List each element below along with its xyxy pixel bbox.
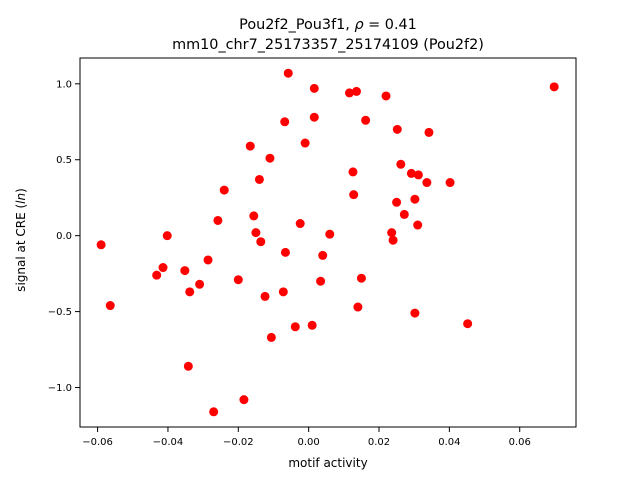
x-tick-label: −0.02 bbox=[223, 437, 254, 448]
data-points bbox=[96, 68, 559, 417]
data-point-24 bbox=[278, 287, 288, 297]
data-point-4 bbox=[158, 263, 168, 273]
data-point-51 bbox=[406, 168, 416, 178]
data-point-14 bbox=[233, 275, 243, 285]
x-axis-ticks: −0.06 −0.04 −0.02 0.00 0.02 0.04 0.06 bbox=[82, 427, 531, 448]
data-point-25 bbox=[280, 117, 290, 127]
data-point-35 bbox=[318, 250, 328, 260]
data-point-58 bbox=[445, 178, 455, 188]
data-point-40 bbox=[351, 86, 361, 96]
y-tick-label: −1.0 bbox=[48, 383, 72, 394]
data-point-47 bbox=[392, 197, 402, 207]
data-point-55 bbox=[413, 170, 423, 180]
data-point-59 bbox=[463, 319, 473, 329]
data-point-10 bbox=[203, 255, 213, 265]
data-point-52 bbox=[410, 194, 420, 204]
data-point-32 bbox=[309, 83, 319, 93]
data-point-45 bbox=[387, 228, 397, 238]
data-point-53 bbox=[410, 308, 420, 318]
data-point-20 bbox=[256, 237, 266, 247]
data-point-60 bbox=[549, 82, 559, 92]
chart-title-line2: mm10_chr7_25173357_25174109 (Pou2f2) bbox=[172, 37, 484, 53]
data-point-12 bbox=[213, 215, 223, 225]
data-point-17 bbox=[249, 211, 259, 221]
data-point-8 bbox=[183, 361, 193, 371]
data-point-56 bbox=[422, 178, 432, 188]
data-point-29 bbox=[295, 219, 305, 229]
y-axis-label: signal at CRE (ln) bbox=[14, 188, 28, 292]
data-point-18 bbox=[251, 228, 261, 238]
plot-area: −0.06 −0.04 −0.02 0.00 0.02 0.04 0.06 −1.0 −0.5… bbox=[48, 57, 577, 448]
x-axis-label: motif activity bbox=[288, 456, 367, 470]
x-tick-label: −0.06 bbox=[82, 437, 113, 448]
data-point-57 bbox=[424, 127, 434, 137]
data-point-3 bbox=[152, 270, 162, 280]
data-point-41 bbox=[353, 302, 363, 312]
data-point-28 bbox=[290, 322, 300, 332]
y-tick-label: 1.0 bbox=[56, 79, 72, 90]
y-tick-label: 0.5 bbox=[56, 155, 72, 166]
data-point-48 bbox=[392, 124, 402, 134]
y-tick-label: −0.5 bbox=[48, 307, 72, 318]
data-point-46 bbox=[388, 235, 398, 245]
data-point-49 bbox=[396, 159, 406, 169]
data-point-2 bbox=[105, 301, 115, 311]
axes-frame bbox=[79, 57, 577, 428]
data-point-39 bbox=[349, 190, 359, 200]
data-point-11 bbox=[209, 407, 219, 417]
data-point-1 bbox=[96, 240, 106, 250]
data-point-36 bbox=[325, 229, 335, 239]
data-point-50 bbox=[399, 209, 409, 219]
data-point-27 bbox=[283, 68, 293, 78]
x-tick-label: 0.02 bbox=[368, 437, 390, 448]
data-point-34 bbox=[316, 276, 326, 286]
data-point-26 bbox=[280, 247, 290, 257]
data-point-42 bbox=[356, 273, 366, 283]
data-point-30 bbox=[300, 138, 310, 148]
x-tick-label: 0.06 bbox=[509, 437, 531, 448]
data-point-21 bbox=[260, 291, 270, 301]
data-point-54 bbox=[413, 220, 423, 230]
data-point-13 bbox=[219, 185, 229, 195]
x-tick-label: 0.00 bbox=[298, 437, 320, 448]
data-point-9 bbox=[195, 279, 205, 289]
data-point-33 bbox=[309, 112, 319, 122]
data-point-44 bbox=[381, 91, 391, 101]
data-point-5 bbox=[162, 231, 172, 241]
data-point-23 bbox=[266, 332, 276, 342]
data-point-6 bbox=[180, 266, 190, 276]
data-point-38 bbox=[348, 167, 358, 177]
x-tick-label: 0.04 bbox=[438, 437, 460, 448]
data-point-31 bbox=[307, 320, 317, 330]
chart-title-line1: Pou2f2_Pou3f1, ρ = 0.41 bbox=[239, 17, 417, 33]
data-point-22 bbox=[265, 153, 275, 163]
y-tick-label: 0.0 bbox=[56, 231, 72, 242]
data-point-43 bbox=[361, 115, 371, 125]
data-point-7 bbox=[185, 287, 195, 297]
data-point-19 bbox=[254, 174, 264, 184]
y-axis-ticks: −1.0 −0.5 0.0 0.5 1.0 bbox=[48, 79, 80, 394]
data-point-16 bbox=[245, 141, 255, 151]
x-tick-label: −0.04 bbox=[153, 437, 184, 448]
data-point-37 bbox=[344, 88, 354, 98]
data-point-15 bbox=[239, 395, 249, 405]
